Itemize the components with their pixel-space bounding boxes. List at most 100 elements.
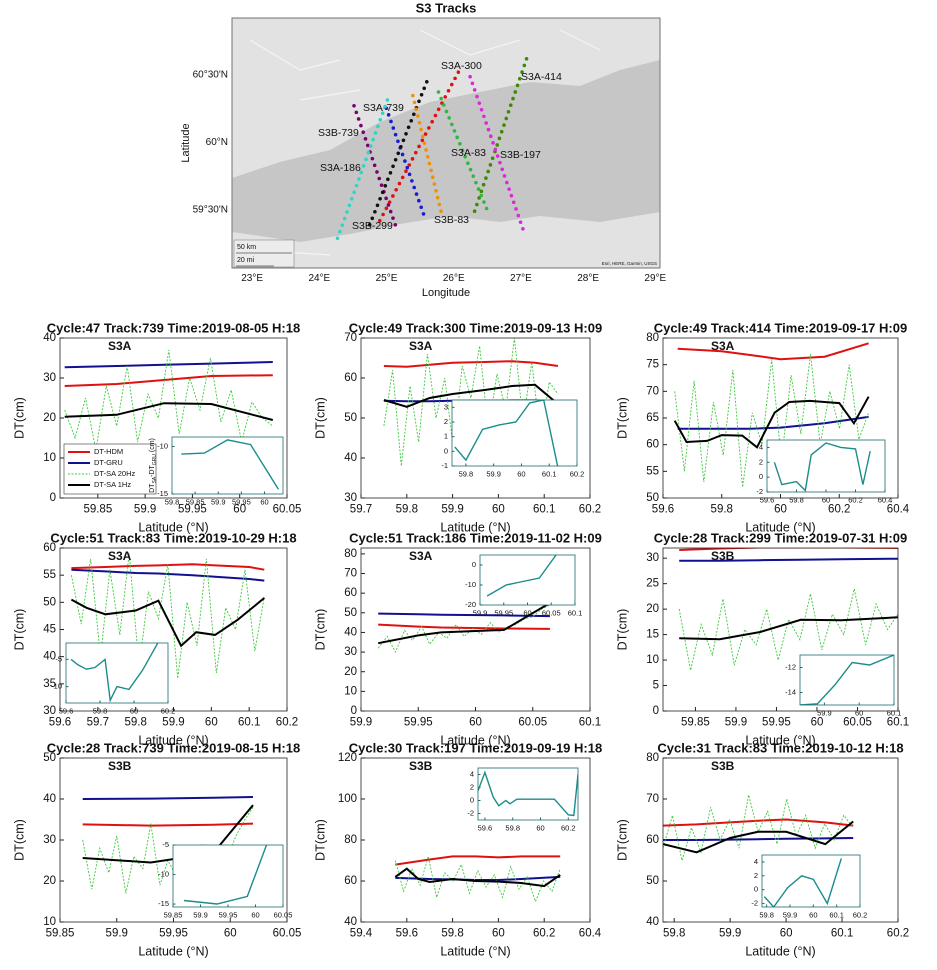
y-tick-label: 40: [344, 916, 357, 928]
y-tick-label: 60: [344, 875, 357, 887]
x-tick-label: 59.95: [232, 498, 251, 507]
y-tick-label: 4: [754, 857, 758, 866]
inset-y-label-part: GRU: [152, 454, 158, 466]
y-tick-label: -20: [465, 600, 476, 609]
track-label: S3A-414: [521, 71, 562, 83]
y-tick-label: 0: [351, 705, 357, 717]
x-tick-label: 60: [469, 717, 482, 729]
y-tick-label: 30: [646, 552, 659, 564]
x-tick-label: 59.9: [441, 504, 463, 516]
y-tick-label: -10: [51, 682, 62, 691]
x-tick-label: 59.6: [652, 504, 674, 516]
x-tick-label: 60.1: [238, 717, 260, 729]
chart-title: Cycle:28 Track:739 Time:2019-08-15 H:18: [47, 740, 300, 755]
x-tick-label: 59.7: [87, 717, 109, 729]
y-axis-label: DT(cm): [12, 609, 26, 651]
x-axis-label: Latitude (°N): [440, 944, 510, 958]
y-tick-label: 30: [43, 372, 56, 384]
x-tick-label: 60: [260, 498, 268, 507]
y-axis-label: DT(cm): [615, 819, 629, 861]
chart-title: Cycle:49 Track:300 Time:2019-09-13 H:09: [349, 320, 602, 335]
x-tick-label: 60: [536, 824, 544, 833]
inset-y-label-part: -DT: [149, 464, 156, 476]
y-tick-label: 70: [646, 385, 659, 397]
track-label: S3B-739: [318, 127, 359, 139]
x-tick-label: 60: [774, 504, 787, 516]
x-tick-label: 59.85: [46, 928, 75, 940]
y-axis-label: DT(cm): [313, 609, 327, 651]
y-tick-label: 80: [344, 834, 357, 846]
y-tick-label: 0: [444, 446, 448, 455]
y-tick-label: 2: [754, 871, 758, 880]
y-tick-label: 10: [646, 654, 659, 666]
track-label: S3B-83: [434, 214, 469, 226]
map-title: S3 Tracks: [416, 0, 477, 15]
x-tick-label: 59.9: [719, 928, 741, 940]
y-tick-label: -15: [158, 899, 169, 908]
x-tick-label: 60: [811, 717, 824, 729]
track-label: S3A-300: [441, 60, 482, 72]
x-tick-label: 59.8: [165, 498, 180, 507]
y-axis-label: DT(cm): [12, 819, 26, 861]
y-tick-label: 20: [43, 875, 56, 887]
x-tick-label: 60: [224, 928, 237, 940]
y-tick-label: 0: [470, 795, 474, 804]
x-tick-label: 59.9: [725, 717, 747, 729]
track-label: S3A-83: [451, 147, 486, 159]
y-tick-label: 60: [646, 439, 659, 451]
x-tick-label: 59.8: [441, 928, 463, 940]
y-tick-label: 1: [444, 432, 448, 441]
y-tick-label: 60°30'N: [193, 69, 228, 80]
x-tick-label: 60: [251, 911, 259, 920]
y-tick-label: 45: [43, 624, 56, 636]
x-tick-label: 60.05: [518, 717, 547, 729]
satellite-label: S3B: [409, 759, 433, 773]
x-tick-label: 60.2: [533, 928, 555, 940]
y-tick-label: 15: [646, 629, 659, 641]
x-tick-label: 60.1: [887, 709, 902, 718]
scale-km: 50 km: [237, 244, 256, 251]
x-tick-label: 59.8: [505, 824, 520, 833]
x-tick-label: 60: [780, 928, 793, 940]
y-tick-label: 60°N: [206, 137, 228, 148]
legend-label: DT-SA 1Hz: [94, 480, 131, 489]
satellite-label: S3A: [409, 339, 433, 353]
x-tick-label: 60.05: [273, 504, 302, 516]
y-tick-label: 50: [344, 607, 357, 619]
y-tick-label: 30: [43, 834, 56, 846]
x-tick-label: 60.4: [878, 496, 893, 505]
x-tick-label: 59.9: [211, 498, 226, 507]
y-tick-label: -1: [441, 461, 448, 470]
x-tick-label: 60: [822, 496, 830, 505]
chart-title: Cycle:51 Track:83 Time:2019-10-29 H:18: [50, 530, 296, 545]
y-tick-label: 55: [646, 465, 659, 477]
x-tick-label: 59.8: [124, 717, 146, 729]
x-tick-label: 60.1: [568, 609, 583, 618]
x-tick-label: 29°E: [644, 273, 666, 284]
x-tick-label: 59.6: [59, 707, 74, 716]
x-tick-label: 60: [809, 911, 817, 920]
x-tick-label: 60.2: [887, 928, 909, 940]
y-tick-label: -10: [465, 580, 476, 589]
y-tick-label: 20: [43, 412, 56, 424]
y-tick-label: -15: [157, 489, 168, 498]
y-tick-label: 70: [344, 568, 357, 580]
inset-background: [800, 655, 894, 705]
y-tick-label: -5: [162, 840, 169, 849]
y-tick-label: 100: [338, 793, 357, 805]
y-tick-label: 70: [646, 793, 659, 805]
y-tick-label: 10: [43, 452, 56, 464]
y-tick-label: -10: [158, 870, 169, 879]
x-tick-label: 60.1: [887, 717, 909, 729]
y-tick-label: 50: [646, 875, 659, 887]
y-tick-label: 0: [759, 472, 763, 481]
track-label: S3B-299: [352, 220, 393, 232]
y-tick-label: 60: [344, 587, 357, 599]
x-tick-label: 59.8: [711, 504, 733, 516]
y-tick-label: -10: [157, 441, 168, 450]
x-tick-label: 60.4: [579, 928, 602, 940]
y-tick-label: 50: [646, 492, 659, 504]
track-label: S3B-197: [500, 149, 541, 161]
x-tick-label: 59.8: [93, 707, 108, 716]
x-tick-label: 60.2: [579, 504, 601, 516]
